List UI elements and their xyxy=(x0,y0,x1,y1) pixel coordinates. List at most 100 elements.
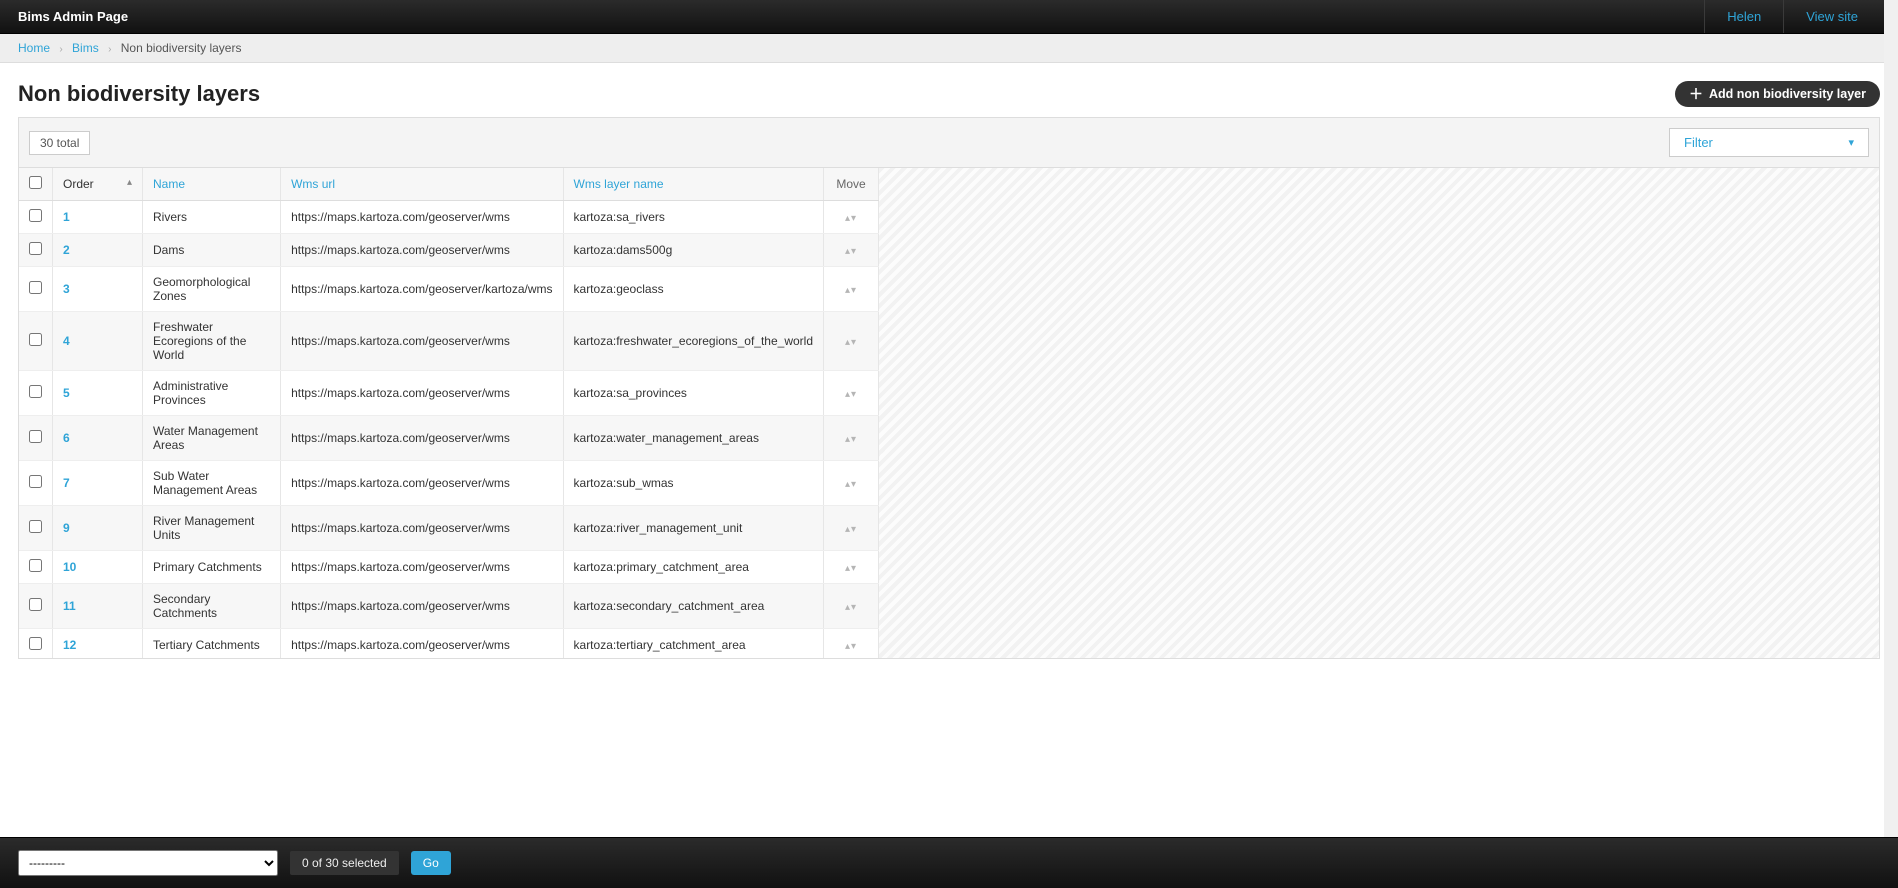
chevron-right-icon: › xyxy=(59,44,62,55)
row-name: Administrative Provinces xyxy=(143,371,281,416)
column-header-wms-layer-name[interactable]: Wms layer name xyxy=(563,168,823,201)
row-wms-layer: kartoza:sa_rivers xyxy=(563,201,823,234)
go-button[interactable]: Go xyxy=(411,851,451,875)
list-container: 30 total Filter ▾ Order ▴ Name Wms url W… xyxy=(18,117,1880,659)
row-wms-url: https://maps.kartoza.com/geoserver/wms xyxy=(281,551,563,584)
column-header-order[interactable]: Order ▴ xyxy=(53,168,143,201)
row-wms-url: https://maps.kartoza.com/geoserver/wms xyxy=(281,506,563,551)
breadcrumb-home[interactable]: Home xyxy=(18,41,50,55)
row-checkbox[interactable] xyxy=(29,242,42,255)
row-order-link[interactable]: 4 xyxy=(63,334,70,348)
topbar: Bims Admin Page Helen View site xyxy=(0,0,1898,34)
view-site-link[interactable]: View site xyxy=(1783,0,1880,33)
move-up-down-icon[interactable]: ▴▾ xyxy=(845,337,857,348)
move-up-down-icon[interactable]: ▴▾ xyxy=(845,479,857,490)
table-row: 7 Sub Water Management Areashttps://maps.… xyxy=(19,461,879,506)
app-title: Bims Admin Page xyxy=(18,9,128,24)
table-row: 9 River Management Unitshttps://maps.kart… xyxy=(19,506,879,551)
user-link[interactable]: Helen xyxy=(1704,0,1783,33)
row-name: River Management Units xyxy=(143,506,281,551)
column-header-name[interactable]: Name xyxy=(143,168,281,201)
row-checkbox[interactable] xyxy=(29,598,42,611)
row-checkbox[interactable] xyxy=(29,559,42,572)
table-row: 12 Tertiary Catchmentshttps://maps.kartoz… xyxy=(19,629,879,659)
row-order-link[interactable]: 2 xyxy=(63,243,70,257)
row-wms-layer: kartoza:geoclass xyxy=(563,267,823,312)
move-up-down-icon[interactable]: ▴▾ xyxy=(845,641,857,652)
row-wms-layer: kartoza:sub_wmas xyxy=(563,461,823,506)
move-up-down-icon[interactable]: ▴▾ xyxy=(845,524,857,535)
move-up-down-icon[interactable]: ▴▾ xyxy=(845,434,857,445)
row-order-link[interactable]: 1 xyxy=(63,210,70,224)
row-order-link[interactable]: 3 xyxy=(63,282,70,296)
row-name: Rivers xyxy=(143,201,281,234)
move-up-down-icon[interactable]: ▴▾ xyxy=(845,213,857,224)
row-wms-layer: kartoza:dams500g xyxy=(563,234,823,267)
row-checkbox[interactable] xyxy=(29,430,42,443)
chevron-right-icon: › xyxy=(108,44,111,55)
action-bar: --------- 0 of 30 selected Go xyxy=(0,837,1898,888)
move-up-down-icon[interactable]: ▴▾ xyxy=(845,285,857,296)
filter-label: Filter xyxy=(1684,135,1713,150)
column-header-move: Move xyxy=(824,168,879,201)
row-name: Water Management Areas xyxy=(143,416,281,461)
row-order-link[interactable]: 9 xyxy=(63,521,70,535)
column-header-wms-url[interactable]: Wms url xyxy=(281,168,563,201)
row-order-link[interactable]: 11 xyxy=(63,599,76,613)
row-order-link[interactable]: 6 xyxy=(63,431,70,445)
row-checkbox[interactable] xyxy=(29,637,42,650)
plus-icon: ＋ xyxy=(1689,87,1703,101)
row-wms-url: https://maps.kartoza.com/geoserver/wms xyxy=(281,371,563,416)
add-entry-label: Add non biodiversity layer xyxy=(1709,87,1866,101)
row-order-link[interactable]: 10 xyxy=(63,560,76,574)
row-name: Dams xyxy=(143,234,281,267)
move-up-down-icon[interactable]: ▴▾ xyxy=(845,563,857,574)
row-wms-layer: kartoza:sa_provinces xyxy=(563,371,823,416)
total-count-badge: 30 total xyxy=(29,131,90,155)
hatched-placeholder xyxy=(879,168,1879,658)
filter-button[interactable]: Filter ▾ xyxy=(1669,128,1869,157)
breadcrumb-bims[interactable]: Bims xyxy=(72,41,99,55)
row-name: Tertiary Catchments xyxy=(143,629,281,659)
row-wms-layer: kartoza:primary_catchment_area xyxy=(563,551,823,584)
move-up-down-icon[interactable]: ▴▾ xyxy=(845,602,857,613)
row-wms-layer: kartoza:freshwater_ecoregions_of_the_wor… xyxy=(563,312,823,371)
row-wms-url: https://maps.kartoza.com/geoserver/karto… xyxy=(281,267,563,312)
row-wms-layer: kartoza:river_management_unit xyxy=(563,506,823,551)
row-name: Secondary Catchments xyxy=(143,584,281,629)
row-wms-url: https://maps.kartoza.com/geoserver/wms xyxy=(281,461,563,506)
selection-count: 0 of 30 selected xyxy=(290,851,399,875)
move-up-down-icon[interactable]: ▴▾ xyxy=(845,389,857,400)
select-all-checkbox[interactable] xyxy=(29,176,42,189)
chevron-down-icon: ▾ xyxy=(1848,136,1854,149)
row-wms-url: https://maps.kartoza.com/geoserver/wms xyxy=(281,201,563,234)
breadcrumb-current: Non biodiversity layers xyxy=(121,41,242,55)
table-row: 6Water Management Areashttps://maps.kart… xyxy=(19,416,879,461)
data-table: Order ▴ Name Wms url Wms layer name Move… xyxy=(19,168,879,658)
row-checkbox[interactable] xyxy=(29,520,42,533)
row-checkbox[interactable] xyxy=(29,333,42,346)
sort-asc-icon: ▴ xyxy=(127,177,132,188)
row-checkbox[interactable] xyxy=(29,281,42,294)
row-wms-url: https://maps.kartoza.com/geoserver/wms xyxy=(281,629,563,659)
table-row: 2 Damshttps://maps.kartoza.com/geoserver/… xyxy=(19,234,879,267)
row-wms-layer: kartoza:secondary_catchment_area xyxy=(563,584,823,629)
breadcrumb: Home › Bims › Non biodiversity layers xyxy=(0,34,1898,63)
table-row: 5 Administrative Provinceshttps://maps.ka… xyxy=(19,371,879,416)
row-name: Geomorphological Zones xyxy=(143,267,281,312)
move-up-down-icon[interactable]: ▴▾ xyxy=(845,246,857,257)
row-checkbox[interactable] xyxy=(29,475,42,488)
row-wms-url: https://maps.kartoza.com/geoserver/wms xyxy=(281,584,563,629)
row-checkbox[interactable] xyxy=(29,385,42,398)
row-wms-layer: kartoza:water_management_areas xyxy=(563,416,823,461)
bulk-action-select[interactable]: --------- xyxy=(18,850,278,876)
page-title: Non biodiversity layers xyxy=(18,81,260,107)
row-order-link[interactable]: 5 xyxy=(63,386,70,400)
row-checkbox[interactable] xyxy=(29,209,42,222)
row-wms-url: https://maps.kartoza.com/geoserver/wms xyxy=(281,234,563,267)
add-entry-button[interactable]: ＋ Add non biodiversity layer xyxy=(1675,81,1880,107)
row-order-link[interactable]: 7 xyxy=(63,476,70,490)
row-name: Sub Water Management Areas xyxy=(143,461,281,506)
row-order-link[interactable]: 12 xyxy=(63,638,76,652)
table-row: 4Freshwater Ecoregions of the Worldhttps… xyxy=(19,312,879,371)
